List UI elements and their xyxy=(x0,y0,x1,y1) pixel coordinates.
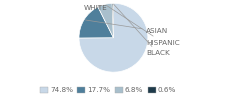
Wedge shape xyxy=(79,7,114,38)
Wedge shape xyxy=(98,3,114,38)
Text: ASIAN: ASIAN xyxy=(85,20,168,34)
Text: BLACK: BLACK xyxy=(114,4,170,56)
Wedge shape xyxy=(112,3,114,38)
Text: HISPANIC: HISPANIC xyxy=(106,5,180,46)
Legend: 74.8%, 17.7%, 6.8%, 0.6%: 74.8%, 17.7%, 6.8%, 0.6% xyxy=(37,84,179,96)
Wedge shape xyxy=(79,3,148,72)
Text: WHITE: WHITE xyxy=(84,5,108,11)
